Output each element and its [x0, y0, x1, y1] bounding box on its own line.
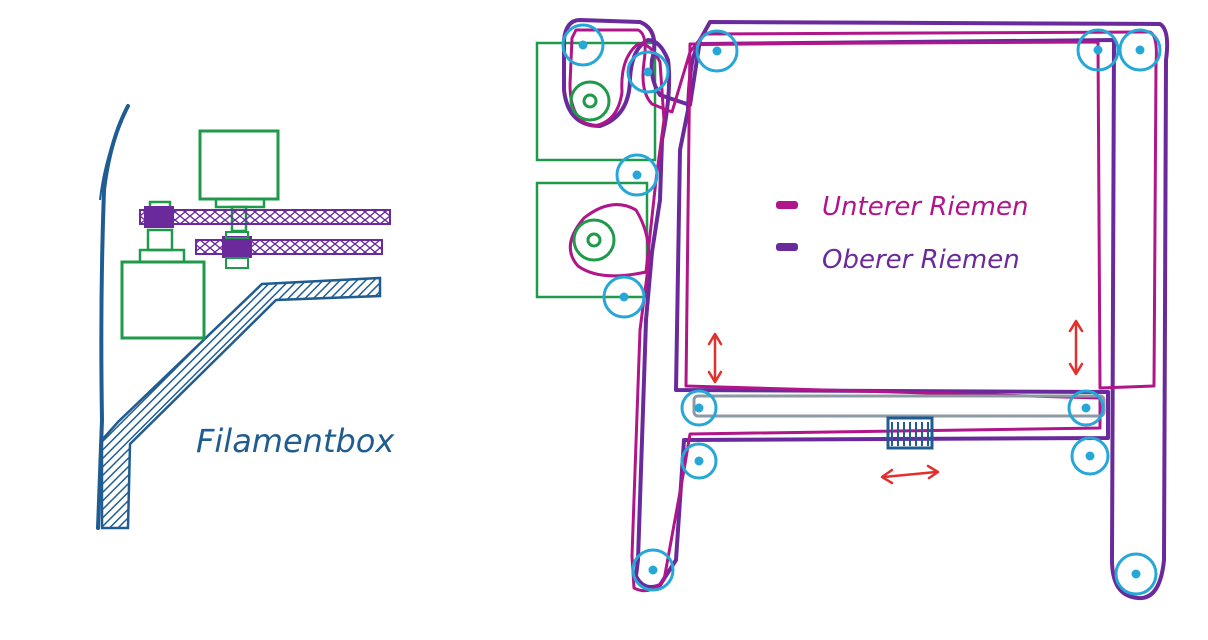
- motor-pulley-lower: [572, 218, 616, 262]
- legend-label-lower: Unterer Riemen: [822, 192, 1028, 222]
- box-wall-inner: [99, 111, 125, 201]
- right-sketch: [535, 18, 1170, 601]
- pulley-icon: [561, 23, 1162, 596]
- upper-motor-block: [535, 41, 657, 162]
- legend: Unterer Riemen Oberer Riemen: [776, 192, 1028, 275]
- hatched-floor: [100, 276, 382, 530]
- legend-item-lower: Unterer Riemen: [776, 192, 1028, 222]
- tension-bar: [692, 394, 1106, 418]
- legend-label-upper: Oberer Riemen: [822, 245, 1020, 275]
- legend-swatch-lower: [776, 201, 798, 209]
- upper-belt-strip: [139, 209, 391, 225]
- upper-motor: [198, 129, 280, 201]
- motor-pulley-upper: [569, 80, 611, 122]
- belt-clamp: [886, 416, 934, 450]
- filamentbox-label: Filamentbox: [196, 422, 395, 460]
- double-arrow-icon: [707, 319, 1084, 485]
- lower-motor-block: [535, 181, 649, 299]
- lower-belt-path: [568, 28, 1158, 593]
- left-sketch: [96, 104, 391, 530]
- legend-swatch-upper: [776, 243, 798, 251]
- lower-motor: [120, 260, 206, 340]
- legend-item-upper: Oberer Riemen: [776, 243, 1020, 275]
